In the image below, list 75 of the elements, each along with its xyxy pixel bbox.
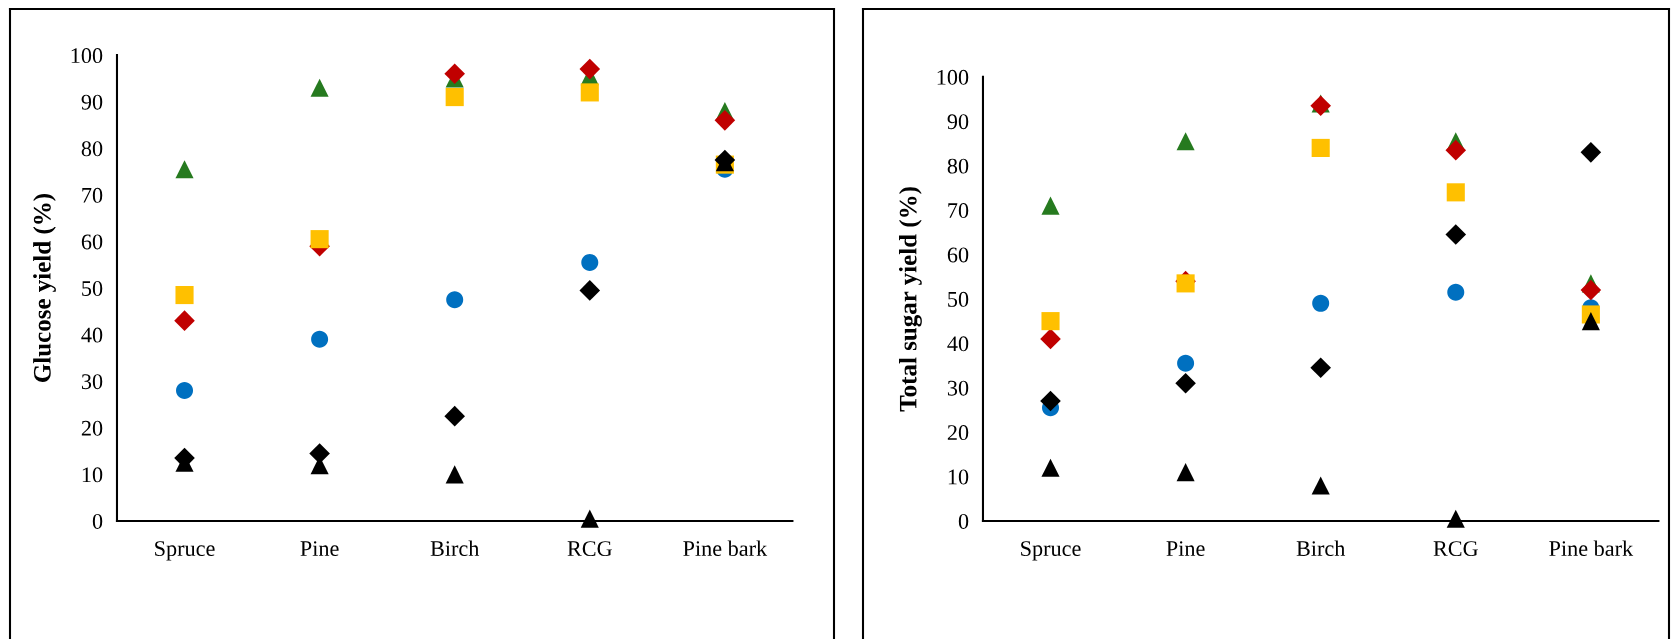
y-tick-label: 30 (947, 380, 969, 396)
point (1446, 183, 1465, 202)
point (1311, 476, 1330, 495)
point (1580, 279, 1602, 301)
point (1041, 458, 1060, 477)
point (581, 253, 599, 271)
y-tick-label: 0 (92, 513, 103, 529)
point (1445, 139, 1467, 161)
point (1447, 283, 1465, 301)
y-tick-label: 10 (82, 467, 103, 483)
y-tick-label: 80 (81, 141, 103, 157)
y-tick-label: 0 (958, 513, 969, 529)
x-tick-label: RCG (1433, 541, 1478, 557)
point (1040, 390, 1061, 412)
point (1445, 224, 1467, 245)
point (1175, 373, 1196, 394)
y-tick-label: 80 (947, 158, 969, 174)
point (311, 330, 329, 348)
y-tick-label: 20 (947, 425, 969, 441)
point (1176, 274, 1195, 293)
point (1581, 312, 1600, 331)
y-axis-title: Glucose yield (%) (33, 194, 56, 382)
x-tick-label: Birch (1296, 540, 1346, 557)
point (1310, 357, 1331, 379)
y-tick-label: 100 (937, 69, 969, 85)
point (446, 291, 464, 309)
y-axis-title: Total sugar yield (%) (899, 187, 922, 412)
point (1041, 196, 1060, 215)
point (1311, 138, 1330, 157)
point (444, 63, 465, 85)
point (309, 443, 330, 464)
x-tick-label: Pine bark (1549, 540, 1634, 557)
y-tick-label: 60 (947, 247, 969, 263)
point (1176, 463, 1195, 482)
y-tick-label: 10 (948, 469, 969, 485)
point (1040, 328, 1061, 350)
x-tick-label: Pine (1166, 541, 1205, 557)
point (1446, 509, 1465, 528)
point (580, 83, 599, 102)
x-tick-label: Pine (300, 541, 339, 557)
point (1177, 354, 1195, 372)
y-tick-label: 50 (948, 291, 969, 307)
x-tick-label: Pine bark (683, 540, 768, 557)
point (1580, 142, 1602, 163)
y-tick-label: 90 (947, 114, 969, 130)
point (580, 509, 599, 528)
y-tick-label: 70 (82, 187, 103, 203)
point (1041, 312, 1060, 331)
point (579, 280, 601, 301)
point (444, 405, 465, 427)
y-tick-label: 50 (82, 280, 103, 296)
point (310, 230, 329, 249)
point (176, 382, 194, 400)
point (174, 310, 195, 331)
x-tick-label: RCG (567, 541, 612, 557)
x-tick-label: Spruce (155, 541, 215, 561)
point (310, 78, 329, 97)
point (1312, 294, 1330, 312)
point (579, 58, 601, 80)
y-tick-label: 30 (81, 374, 103, 390)
point (445, 88, 464, 107)
y-tick-label: 70 (948, 203, 969, 219)
y-tick-label: 60 (81, 234, 103, 250)
y-tick-label: 100 (71, 48, 103, 64)
y-tick-label: 20 (81, 420, 103, 436)
point (1176, 132, 1195, 151)
x-tick-label: Spruce (1021, 541, 1081, 561)
point (175, 285, 194, 305)
x-tick-label: Birch (430, 540, 480, 557)
y-tick-label: 40 (81, 327, 103, 343)
point (445, 465, 464, 484)
point (175, 160, 194, 179)
point (714, 110, 736, 131)
y-tick-label: 90 (81, 94, 103, 110)
y-tick-label: 40 (947, 336, 969, 352)
